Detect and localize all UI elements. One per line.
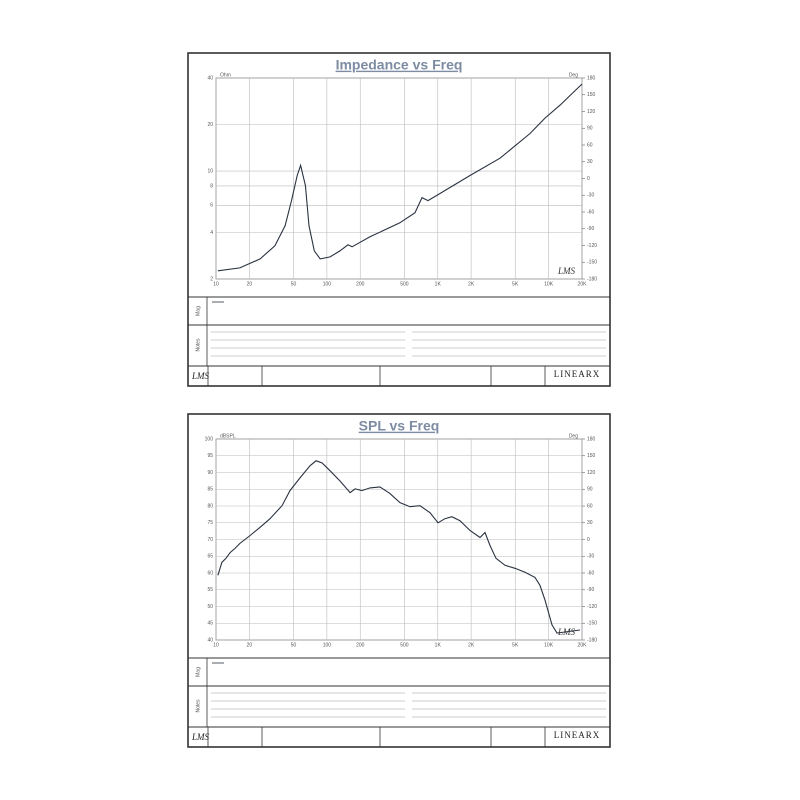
- y-tick-label: 75: [207, 520, 213, 526]
- y-tick-label: 85: [207, 487, 213, 493]
- y-tick-label: 20: [207, 122, 213, 128]
- y2-tick-label: -120: [587, 604, 597, 610]
- x-tick-label: 50: [291, 642, 297, 648]
- notes-label: Notes: [195, 699, 201, 713]
- y-tick-label: 55: [207, 587, 213, 593]
- y2-tick-label: -30: [587, 193, 594, 199]
- footer-logo: LMS: [191, 371, 210, 381]
- plot-logo: LMS: [557, 266, 576, 276]
- y2-tick-label: 150: [587, 453, 596, 459]
- y-tick-label: 45: [207, 621, 213, 627]
- x-tick-label: 2K: [468, 642, 475, 648]
- y2-tick-label: 0: [587, 176, 590, 182]
- y-tick-label: 95: [207, 453, 213, 459]
- y2-tick-label: -180: [587, 276, 597, 282]
- x-tick-label: 20: [247, 642, 253, 648]
- data-line: [217, 460, 581, 634]
- y2-tick-label: -30: [587, 554, 594, 560]
- y-tick-label: 100: [205, 436, 214, 442]
- y2-axis-unit: Deg: [569, 433, 578, 439]
- y-tick-label: 70: [207, 537, 213, 543]
- x-tick-label: 20: [247, 281, 253, 287]
- y2-tick-label: 30: [587, 520, 593, 526]
- y2-tick-label: -150: [587, 621, 597, 627]
- mag-label: Mag: [195, 306, 201, 316]
- x-tick-label: 500: [400, 642, 409, 648]
- footer-brand: LINEARX: [554, 730, 601, 740]
- y2-axis-unit: Deg: [569, 72, 578, 78]
- x-tick-label: 5K: [512, 642, 519, 648]
- x-tick-label: 1K: [435, 281, 442, 287]
- y-tick-label: 60: [207, 570, 213, 576]
- x-tick-label: 20K: [578, 281, 588, 287]
- x-tick-label: 100: [323, 642, 332, 648]
- y2-tick-label: 120: [587, 109, 596, 115]
- y2-tick-label: -150: [587, 260, 597, 266]
- y-tick-label: 90: [207, 470, 213, 476]
- plot-logo: LMS: [557, 627, 576, 637]
- x-tick-label: 5K: [512, 281, 519, 287]
- footer-logo: LMS: [191, 732, 210, 742]
- chart-frame: [187, 413, 611, 748]
- chart-frame: [187, 52, 611, 387]
- y2-tick-label: -120: [587, 243, 597, 249]
- data-line: [217, 83, 583, 272]
- y-tick-label: 8: [210, 183, 213, 189]
- x-tick-label: 200: [356, 642, 365, 648]
- x-tick-label: 200: [356, 281, 365, 287]
- y2-tick-label: 90: [587, 126, 593, 132]
- y2-tick-label: 0: [587, 537, 590, 543]
- y2-tick-label: 150: [587, 92, 596, 98]
- footer-brand: LINEARX: [554, 369, 601, 379]
- y-tick-label: 80: [207, 503, 213, 509]
- chart-title: Impedance vs Freq: [336, 57, 463, 73]
- y2-tick-label: -90: [587, 226, 594, 232]
- x-tick-label: 50: [291, 281, 297, 287]
- x-tick-label: 500: [400, 281, 409, 287]
- y2-tick-label: -90: [587, 587, 594, 593]
- y2-tick-label: 180: [587, 75, 596, 81]
- y2-tick-label: 60: [587, 142, 593, 148]
- y-axis-unit: dBSPL: [220, 433, 236, 439]
- x-tick-label: 100: [323, 281, 332, 287]
- y-tick-label: 65: [207, 554, 213, 560]
- x-tick-label: 10K: [544, 642, 554, 648]
- x-tick-label: 10: [213, 642, 219, 648]
- y-tick-label: 4: [210, 230, 213, 236]
- x-tick-label: 20K: [578, 642, 588, 648]
- y2-tick-label: 60: [587, 503, 593, 509]
- y-tick-label: 50: [207, 604, 213, 610]
- notes-label: Notes: [195, 338, 201, 352]
- y-tick-label: 6: [210, 203, 213, 209]
- y2-tick-label: -60: [587, 570, 594, 576]
- y-tick-label: 40: [207, 75, 213, 81]
- chart-title: SPL vs Freq: [359, 418, 440, 434]
- y2-tick-label: 120: [587, 470, 596, 476]
- y-tick-label: 10: [207, 168, 213, 174]
- y2-tick-label: -180: [587, 637, 597, 643]
- x-tick-label: 10K: [544, 281, 554, 287]
- mag-label: Mag: [195, 667, 201, 677]
- y-axis-unit: Ohm: [220, 72, 231, 78]
- x-tick-label: 1K: [435, 642, 442, 648]
- y2-tick-label: 30: [587, 159, 593, 165]
- x-tick-label: 10: [213, 281, 219, 287]
- y2-tick-label: -60: [587, 209, 594, 215]
- x-tick-label: 2K: [468, 281, 475, 287]
- y2-tick-label: 180: [587, 436, 596, 442]
- y-tick-label: 40: [207, 637, 213, 643]
- y-tick-label: 2: [210, 276, 213, 282]
- y2-tick-label: 90: [587, 487, 593, 493]
